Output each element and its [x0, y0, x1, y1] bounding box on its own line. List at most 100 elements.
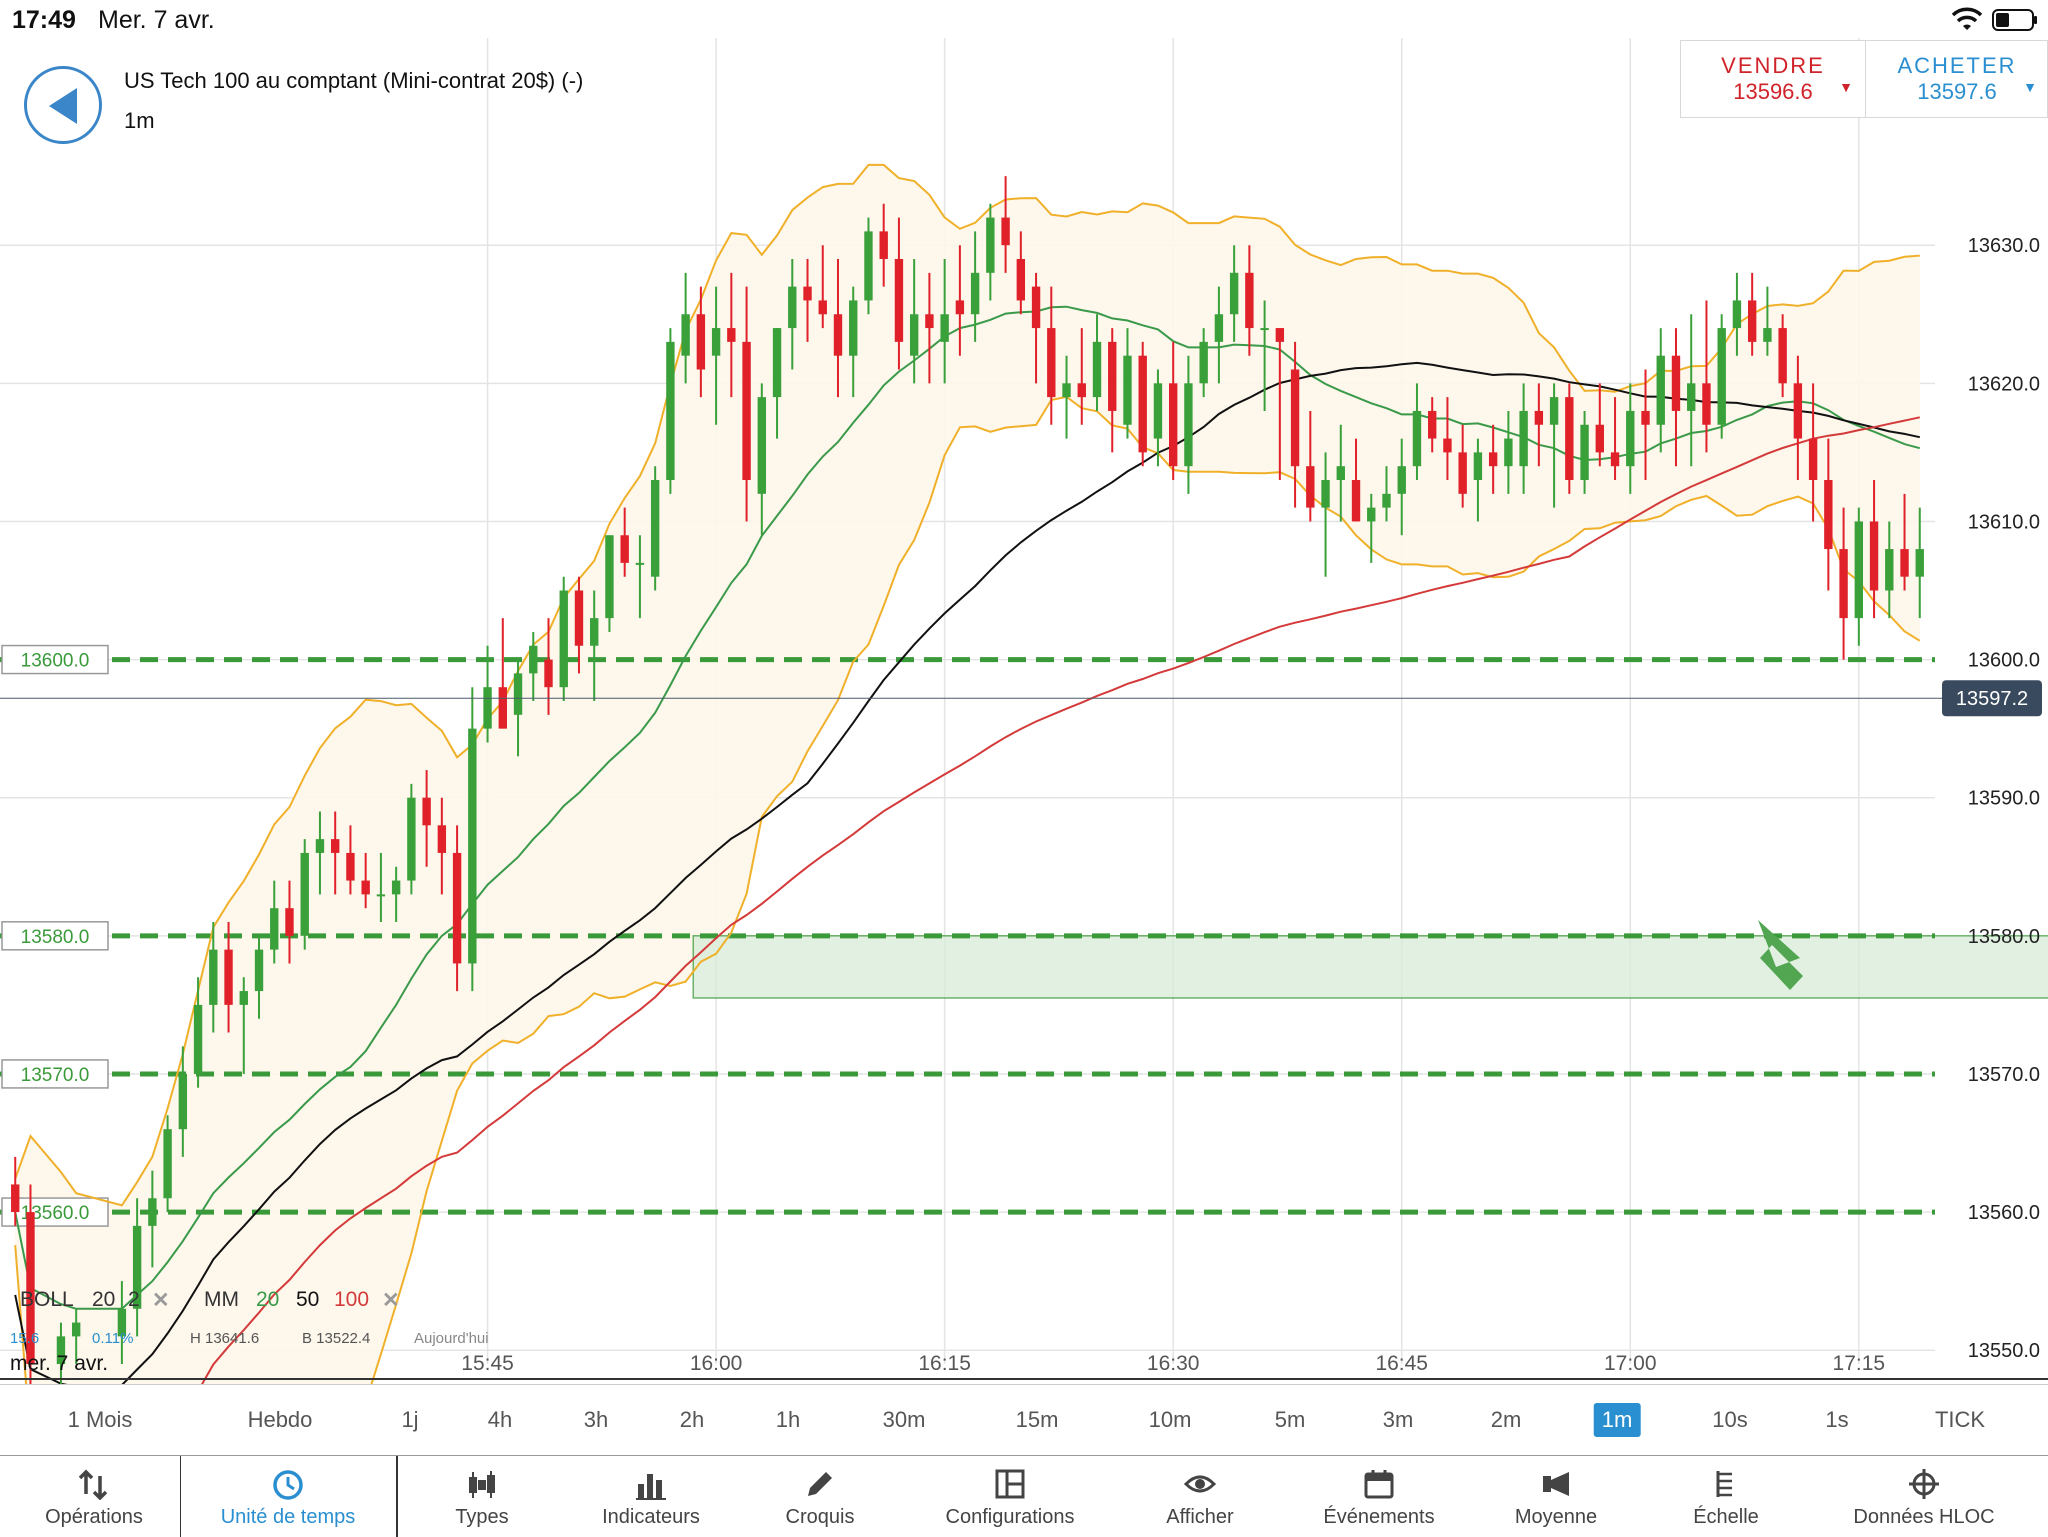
timeframe-2m[interactable]: 2m: [1490, 1407, 1522, 1432]
candle-body: [71, 1322, 81, 1337]
candle-body: [1610, 452, 1620, 467]
back-arrow-icon: [49, 88, 77, 124]
x-tick-label: 15:45: [461, 1352, 514, 1375]
candle-body: [1702, 383, 1711, 425]
sell-button[interactable]: VENDRE 13596.6 ▼: [1681, 41, 1866, 117]
candle-body: [711, 328, 721, 356]
candle-body: [574, 590, 584, 646]
candle-body: [818, 300, 827, 315]
peek-today: Aujourd'hui: [414, 1330, 489, 1347]
candle-body: [26, 1212, 35, 1364]
candle-body: [1458, 452, 1467, 494]
candle-body: [224, 949, 233, 1005]
mm-label[interactable]: MM: [204, 1288, 239, 1311]
candle-body: [1824, 480, 1833, 550]
back-button[interactable]: [24, 66, 102, 144]
support-zone-rect: [692, 935, 2048, 999]
timeframe-3h[interactable]: 3h: [583, 1407, 609, 1432]
bollinger-band-fill: [15, 164, 1920, 1384]
candle-body: [452, 852, 462, 964]
timeframe-4h[interactable]: 4h: [487, 1407, 513, 1432]
candle-body: [178, 1073, 188, 1130]
candle-body: [772, 328, 782, 398]
tab-megaphone[interactable]: Moyenne: [1466, 1456, 1646, 1537]
candle-body: [1580, 424, 1589, 480]
ma50-line: [14, 361, 1921, 1384]
candle-body: [559, 590, 568, 688]
boll-label[interactable]: BOLL: [20, 1288, 74, 1311]
timeframe-1h[interactable]: 1h: [775, 1407, 801, 1432]
status-time: 17:49: [12, 6, 76, 34]
y-tick-label: 13590.0: [1968, 788, 2040, 810]
pencil-icon: [808, 1472, 832, 1496]
tab-layout[interactable]: Configurations: [920, 1456, 1100, 1537]
peek-change-pct: 0.11%: [92, 1330, 134, 1347]
price-levels[interactable]: 13600.0 13580.0 13570.0 13560.0: [0, 644, 1935, 1227]
x-tick-label: 17:00: [1604, 1352, 1657, 1375]
candle-body: [1854, 521, 1864, 619]
current-price-label: 13597.2: [1956, 688, 2028, 710]
tab-candles[interactable]: Types: [392, 1456, 572, 1537]
candle-body: [1534, 410, 1544, 425]
candle-body: [1839, 549, 1848, 619]
buy-button[interactable]: ACHETER 13597.6 ▼: [1865, 41, 2048, 117]
candle-body: [1306, 466, 1315, 508]
candle-body: [925, 314, 934, 329]
instrument-timeframe: 1m: [124, 108, 155, 133]
bar-chart-icon: [636, 1474, 666, 1500]
candle-body: [300, 852, 309, 936]
candle-body: [620, 535, 629, 563]
candle-body: [1047, 328, 1056, 398]
tab-eye[interactable]: Afficher: [1110, 1456, 1290, 1537]
boll-remove-icon[interactable]: ✕: [152, 1289, 170, 1312]
tab-label: Unité de temps: [220, 1506, 356, 1528]
y-tick-label: 13620.0: [1968, 373, 2040, 395]
megaphone-icon: [1543, 1472, 1569, 1496]
y-tick-label: 13630.0: [1968, 235, 2040, 257]
mm-remove-icon[interactable]: ✕: [382, 1289, 400, 1312]
candle-body: [1016, 259, 1026, 301]
tab-calendar[interactable]: Événements: [1289, 1456, 1469, 1537]
timeframe-1-mois[interactable]: 1 Mois: [67, 1407, 133, 1432]
timeframe-1j[interactable]: 1j: [401, 1407, 419, 1432]
tab-arrows-updown[interactable]: Opérations: [4, 1456, 184, 1537]
status-bar: 17:49 Mer. 7 avr.: [0, 0, 2048, 40]
candle-body: [1412, 410, 1422, 467]
candle-body: [1565, 397, 1574, 480]
timeframe-hebdo[interactable]: Hebdo: [247, 1407, 313, 1432]
timeframe-2h[interactable]: 2h: [679, 1407, 705, 1432]
buy-dropdown-icon[interactable]: ▼: [2023, 79, 2037, 95]
level-tag: [1, 921, 109, 951]
timeframe-1m[interactable]: 1m: [1593, 1403, 1641, 1437]
timeframe-tick[interactable]: TICK: [1934, 1407, 1986, 1432]
tab-bar-chart[interactable]: Indicateurs: [561, 1456, 741, 1537]
bollinger-fill: [15, 164, 1920, 1384]
tab-pencil[interactable]: Croquis: [730, 1456, 910, 1537]
candle-body: [1123, 355, 1132, 425]
timeframe-1s[interactable]: 1s: [1825, 1407, 1849, 1432]
candle-body: [346, 852, 355, 881]
timeframe-3m[interactable]: 3m: [1382, 1407, 1414, 1432]
tab-label: Indicateurs: [602, 1506, 700, 1528]
candle-body: [1763, 328, 1772, 342]
candle-body: [376, 894, 386, 897]
tab-clock[interactable]: Unité de temps: [198, 1456, 378, 1537]
candle-body: [529, 645, 538, 674]
candle-body: [788, 286, 797, 329]
sell-dropdown-icon[interactable]: ▼: [1839, 79, 1853, 95]
candle-body: [498, 687, 507, 729]
candle-body: [437, 825, 447, 853]
timeframe-10m[interactable]: 10m: [1148, 1407, 1192, 1432]
price-chart[interactable]: 13600.0 13580.0 13570.0 13560.0 13630.0 1362…: [0, 38, 2048, 1384]
timeframe-30m[interactable]: 30m: [882, 1407, 926, 1432]
candle-body: [1671, 355, 1681, 411]
tab-scale[interactable]: Échelle: [1636, 1456, 1816, 1537]
timeframe-15m[interactable]: 15m: [1015, 1407, 1059, 1432]
level-label: 13560.0: [21, 1203, 90, 1224]
tab-crosshair[interactable]: Données HLOC: [1834, 1456, 2014, 1537]
y-axis: 13630.0 13620.0 13610.0 13600.0 13590.0 13580…: [0, 235, 2042, 1362]
candle-body: [391, 880, 401, 895]
timeframe-5m[interactable]: 5m: [1274, 1407, 1306, 1432]
trade-box: VENDRE 13596.6 ▼ ACHETER 13597.6 ▼: [1680, 40, 2048, 118]
timeframe-10s[interactable]: 10s: [1712, 1407, 1748, 1432]
